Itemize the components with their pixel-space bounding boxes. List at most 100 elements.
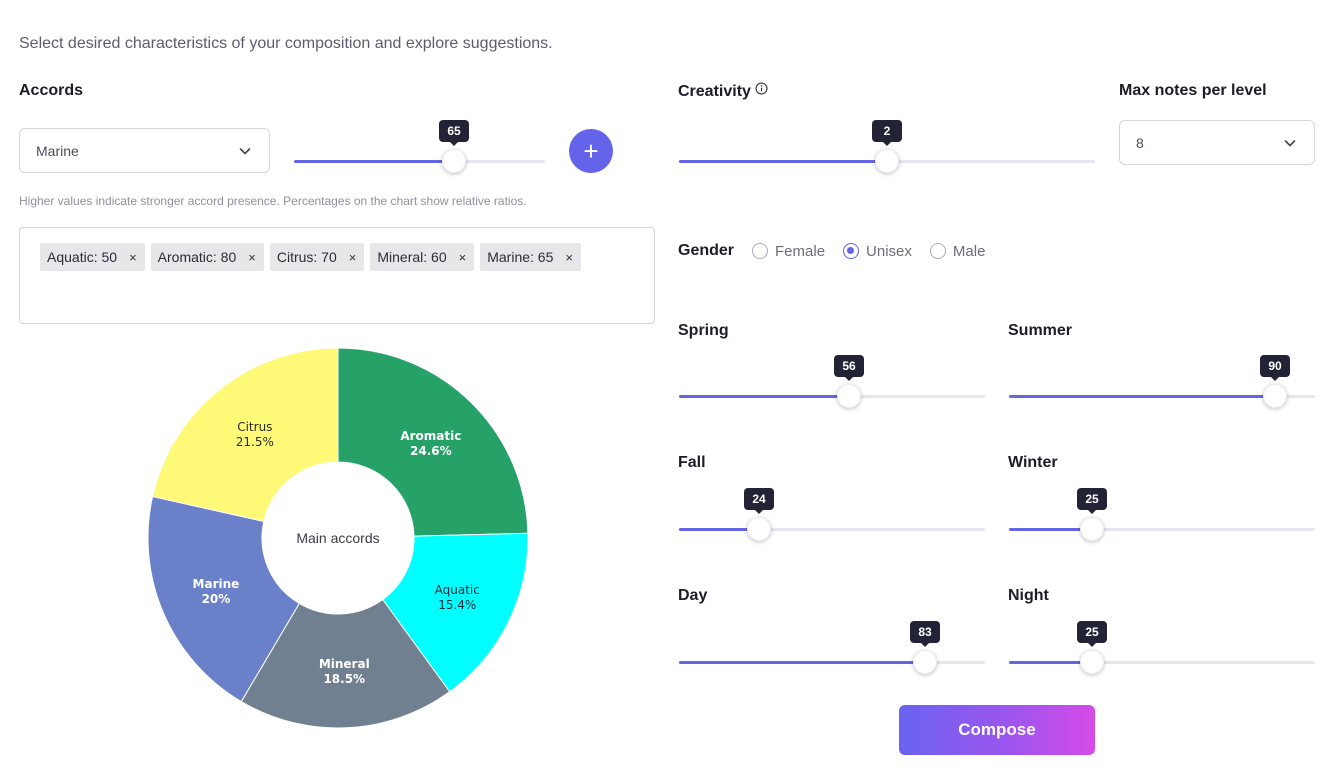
accord-select[interactable]: Marine bbox=[19, 128, 270, 173]
slider-fill bbox=[294, 160, 454, 163]
accord-tag-label: Aquatic: 50 bbox=[47, 249, 118, 265]
slider-fill bbox=[1009, 661, 1092, 664]
max-notes-select[interactable]: 8 bbox=[1119, 120, 1315, 165]
radio-female[interactable] bbox=[752, 243, 769, 259]
slider-thumb[interactable] bbox=[1263, 384, 1287, 408]
slider-value-bubble: 65 bbox=[439, 120, 469, 146]
pie-slice-mineral[interactable] bbox=[240, 598, 451, 729]
add-accord-button[interactable]: + bbox=[569, 129, 613, 173]
radio-unisex[interactable] bbox=[843, 243, 860, 259]
summer-label: Summer bbox=[1008, 322, 1073, 339]
day-slider[interactable]: 83 bbox=[679, 621, 985, 674]
slider-fill bbox=[679, 661, 925, 664]
slice-category-label: Aquatic bbox=[435, 583, 480, 597]
gender-option-label: Male bbox=[952, 242, 986, 260]
creativity-label-row: Creativity bbox=[678, 82, 768, 101]
slider-fill bbox=[679, 160, 887, 163]
slider-track bbox=[679, 528, 985, 531]
compose-button[interactable]: Compose bbox=[899, 705, 1095, 755]
gender-option-male[interactable]: Male bbox=[929, 242, 986, 260]
slider-thumb[interactable] bbox=[442, 149, 466, 173]
accord-tag: Aquatic: 50 × bbox=[40, 243, 145, 271]
fall-slider[interactable]: 24 bbox=[679, 488, 985, 541]
slice-value-label: 18.5% bbox=[323, 672, 365, 686]
slider-fill bbox=[679, 528, 759, 531]
accord-tag-label: Aromatic: 80 bbox=[157, 249, 237, 265]
gender-option-female[interactable]: Female bbox=[752, 243, 825, 260]
fall-label: Fall bbox=[678, 454, 706, 471]
remove-tag-icon[interactable]: × bbox=[129, 249, 137, 265]
gender-option-label: Female bbox=[775, 242, 826, 260]
winter-slider[interactable]: 25 bbox=[1009, 488, 1315, 541]
pie-slice-citrus[interactable] bbox=[151, 347, 339, 523]
remove-tag-icon[interactable]: × bbox=[348, 249, 357, 265]
accord-select-value: Marine bbox=[36, 142, 79, 159]
slider-value-bubble: 25 bbox=[1077, 488, 1107, 514]
max-notes-label: Max notes per level bbox=[1119, 82, 1267, 99]
gender-radio-group: Gender Female Unisex Male bbox=[678, 242, 985, 260]
slider-value-bubble: 56 bbox=[834, 355, 864, 381]
slice-value-label: 20% bbox=[202, 592, 231, 606]
accord-tags-box[interactable]: Aquatic: 50 × Aromatic: 80 × Citrus: 70 × Mine… bbox=[19, 227, 655, 324]
chart-center-label: Main accords bbox=[296, 530, 379, 546]
slider-fill bbox=[1009, 395, 1275, 398]
slice-value-label: 24.6% bbox=[410, 444, 452, 458]
main-accords-chart: Aromatic 24.6% Aquatic 15.4% Mineral 18.5% Mar… bbox=[140, 340, 536, 736]
slider-track bbox=[1009, 528, 1315, 531]
slider-fill bbox=[1009, 528, 1092, 531]
accord-tag: Citrus: 70 × bbox=[269, 243, 365, 271]
accord-tag: Mineral: 60 × bbox=[370, 243, 475, 271]
gender-option-label: Unisex bbox=[866, 242, 912, 260]
slice-value-label: 21.5% bbox=[236, 435, 274, 449]
radio-male[interactable] bbox=[929, 243, 946, 259]
intro-text: Select desired characteristics of your c… bbox=[19, 35, 553, 52]
gender-label: Gender bbox=[678, 242, 735, 259]
pie-slice-aquatic[interactable] bbox=[381, 532, 529, 693]
slice-category-label: Aromatic bbox=[400, 429, 461, 443]
winter-label: Winter bbox=[1008, 454, 1058, 471]
slider-value-bubble: 2 bbox=[872, 120, 902, 146]
accord-tag-label: Mineral: 60 bbox=[377, 249, 447, 265]
accord-tag: Aromatic: 80 × bbox=[150, 243, 264, 271]
slice-value-label: 15.4% bbox=[438, 598, 476, 612]
slider-track bbox=[1009, 661, 1315, 664]
slider-value-bubble: 90 bbox=[1260, 355, 1290, 381]
accord-tag-label: Citrus: 70 bbox=[276, 249, 337, 265]
accord-tag: Marine: 65 × bbox=[480, 243, 581, 271]
slider-thumb[interactable] bbox=[913, 650, 937, 674]
slider-value-bubble: 24 bbox=[744, 488, 774, 514]
spring-label: Spring bbox=[678, 322, 729, 339]
slider-value-bubble: 25 bbox=[1077, 621, 1107, 647]
slider-thumb[interactable] bbox=[875, 149, 899, 173]
night-slider[interactable]: 25 bbox=[1009, 621, 1315, 674]
remove-tag-icon[interactable]: × bbox=[248, 249, 256, 265]
night-label: Night bbox=[1008, 587, 1049, 604]
slice-category-label: Mineral bbox=[319, 657, 370, 671]
summer-slider[interactable]: 90 bbox=[1009, 355, 1315, 408]
slice-category-label: Marine bbox=[193, 577, 240, 591]
accords-hint: Higher values indicate stronger accord p… bbox=[19, 194, 527, 208]
slider-thumb[interactable] bbox=[747, 517, 771, 541]
day-label: Day bbox=[678, 587, 708, 604]
gender-option-unisex[interactable]: Unisex bbox=[843, 243, 912, 260]
slider-thumb[interactable] bbox=[1080, 650, 1104, 674]
accord-tag-label: Marine: 65 bbox=[487, 249, 554, 265]
slider-value-bubble: 83 bbox=[910, 621, 940, 647]
creativity-label: Creativity bbox=[678, 83, 751, 100]
chevron-down-icon bbox=[239, 147, 251, 154]
chevron-down-icon bbox=[1284, 139, 1296, 146]
accord-intensity-slider[interactable]: 65 bbox=[294, 120, 545, 173]
slider-thumb[interactable] bbox=[1080, 517, 1104, 541]
slider-thumb[interactable] bbox=[837, 384, 861, 408]
spring-slider[interactable]: 56 bbox=[679, 355, 985, 408]
pie-slice-marine[interactable] bbox=[147, 495, 300, 703]
info-icon[interactable] bbox=[755, 82, 768, 95]
remove-tag-icon[interactable]: × bbox=[565, 249, 573, 265]
remove-tag-icon[interactable]: × bbox=[458, 249, 467, 265]
creativity-slider[interactable]: 2 bbox=[679, 120, 1095, 173]
slice-category-label: Citrus bbox=[237, 420, 272, 434]
slider-fill bbox=[679, 395, 849, 398]
max-notes-value: 8 bbox=[1136, 134, 1144, 151]
pie-slice-aromatic[interactable] bbox=[337, 347, 529, 537]
